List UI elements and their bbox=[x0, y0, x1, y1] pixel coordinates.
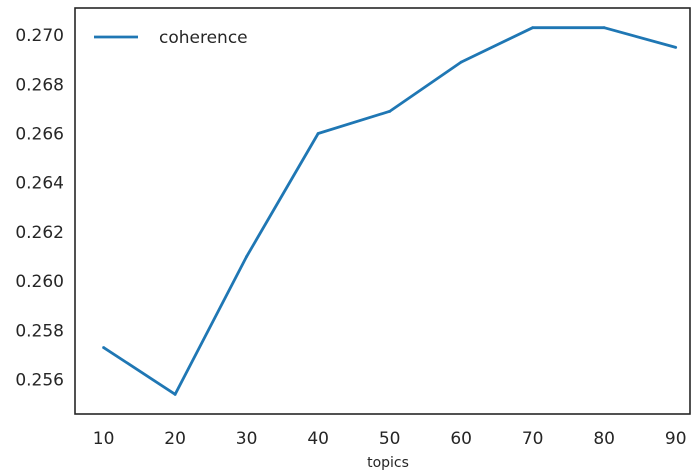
y-tick-label: 0.258 bbox=[15, 321, 64, 341]
x-tick-label: 60 bbox=[450, 429, 472, 449]
y-tick-label: 0.268 bbox=[15, 75, 64, 95]
legend: coherence bbox=[94, 28, 248, 48]
y-tick-label: 0.256 bbox=[15, 371, 64, 391]
plot-frame bbox=[74, 7, 691, 415]
data-point bbox=[531, 26, 535, 30]
data-point bbox=[459, 60, 463, 64]
x-tick-label: 80 bbox=[593, 429, 615, 449]
y-tick-label: 0.264 bbox=[15, 174, 64, 194]
y-tick-label: 0.266 bbox=[15, 124, 64, 144]
x-tick-label: 90 bbox=[665, 429, 687, 449]
data-point bbox=[102, 346, 106, 349]
data-point bbox=[674, 45, 678, 49]
data-point bbox=[173, 392, 177, 396]
x-tick-label: 20 bbox=[164, 429, 186, 449]
x-tick-label: 70 bbox=[522, 429, 544, 449]
data-point bbox=[602, 26, 606, 30]
y-tick-label: 0.270 bbox=[15, 26, 64, 46]
data-point bbox=[245, 255, 249, 258]
x-axis-label: topics bbox=[367, 455, 409, 471]
y-tick-label: 0.260 bbox=[15, 272, 64, 292]
x-tick-label: 30 bbox=[236, 429, 258, 449]
y-tick-label: 0.262 bbox=[15, 223, 64, 243]
plot-area: 0.256 0.258 0.260 0.262 0.264 0.266 0.268 0.270… bbox=[15, 7, 691, 449]
x-tick-label: 50 bbox=[379, 429, 401, 449]
data-point bbox=[388, 109, 392, 113]
legend-label-coherence: coherence bbox=[159, 28, 248, 48]
data-point bbox=[316, 132, 320, 135]
x-tick-label: 10 bbox=[93, 429, 115, 449]
x-tick-label: 40 bbox=[307, 429, 329, 449]
